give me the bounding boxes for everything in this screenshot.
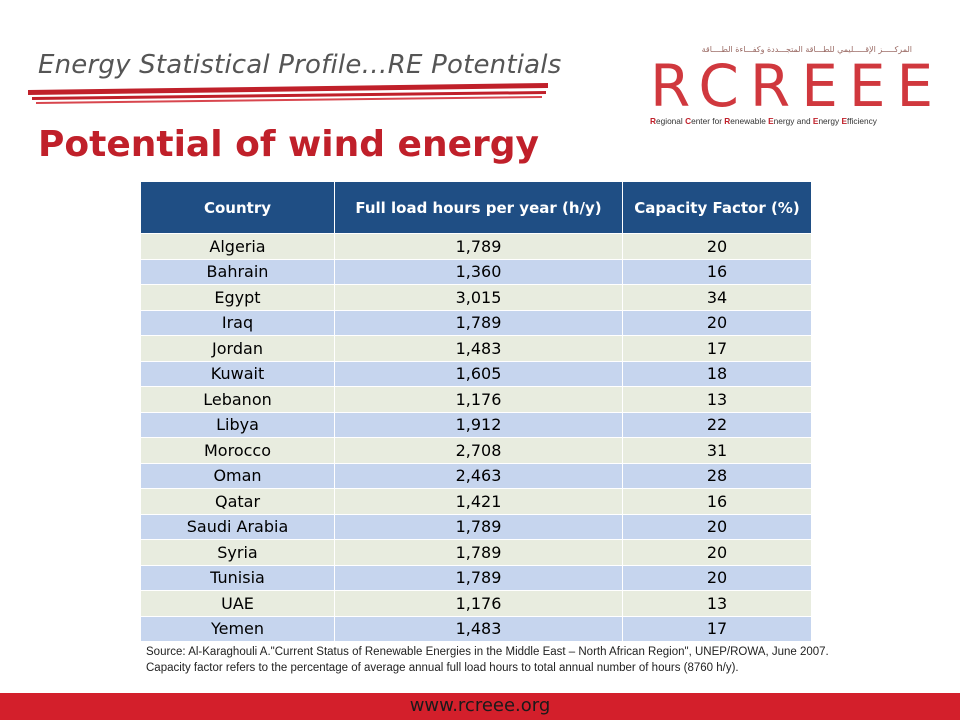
- table-row: Oman 2,463 28: [140, 462, 812, 489]
- cell-capacity-factor: 16: [622, 488, 812, 515]
- table-row: Syria 1,789 20: [140, 539, 812, 566]
- cell-full-load-hours: 1,789: [334, 513, 623, 540]
- cell-full-load-hours: 1,789: [334, 309, 623, 336]
- cell-full-load-hours: 1,360: [334, 258, 623, 285]
- cell-full-load-hours: 1,176: [334, 590, 623, 617]
- table-row: Qatar 1,421 16: [140, 488, 812, 515]
- cell-capacity-factor: 20: [622, 564, 812, 591]
- wind-potential-table: Country Full load hours per year (h/y) C…: [140, 181, 812, 642]
- cell-country: Jordan: [140, 335, 335, 362]
- table-row: Bahrain 1,360 16: [140, 258, 812, 285]
- table-row: Yemen 1,483 17: [140, 615, 812, 642]
- cell-country: Qatar: [140, 488, 335, 515]
- column-header-country: Country: [140, 181, 335, 234]
- cell-full-load-hours: 1,421: [334, 488, 623, 515]
- table-row: Algeria 1,789 20: [140, 233, 812, 260]
- cell-country: Egypt: [140, 284, 335, 311]
- cell-country: Algeria: [140, 233, 335, 260]
- cell-full-load-hours: 1,605: [334, 360, 623, 387]
- cell-capacity-factor: 18: [622, 360, 812, 387]
- table-row: Iraq 1,789 20: [140, 309, 812, 336]
- cell-full-load-hours: 1,483: [334, 615, 623, 642]
- logo-tagline: Regional Center for Renewable Energy and…: [650, 116, 877, 126]
- cell-capacity-factor: 20: [622, 233, 812, 260]
- table-row: Kuwait 1,605 18: [140, 360, 812, 387]
- column-header-capacity-factor: Capacity Factor (%): [622, 181, 812, 234]
- cell-capacity-factor: 20: [622, 539, 812, 566]
- cell-capacity-factor: 34: [622, 284, 812, 311]
- cell-full-load-hours: 1,176: [334, 386, 623, 413]
- cell-country: Tunisia: [140, 564, 335, 591]
- cell-country: Oman: [140, 462, 335, 489]
- cell-capacity-factor: 13: [622, 590, 812, 617]
- cell-country: Lebanon: [140, 386, 335, 413]
- cell-country: Libya: [140, 411, 335, 438]
- cell-country: Bahrain: [140, 258, 335, 285]
- cell-country: Yemen: [140, 615, 335, 642]
- cell-full-load-hours: 2,708: [334, 437, 623, 464]
- cell-capacity-factor: 28: [622, 462, 812, 489]
- logo-wordmark: RCREEE: [650, 52, 945, 120]
- cell-country: Morocco: [140, 437, 335, 464]
- cell-full-load-hours: 1,483: [334, 335, 623, 362]
- cell-country: Kuwait: [140, 360, 335, 387]
- cell-country: Syria: [140, 539, 335, 566]
- table-row: Tunisia 1,789 20: [140, 564, 812, 591]
- logo-arabic-text: المركـــــز الإقـــــليمي للطـــاقة المت…: [701, 45, 912, 54]
- cell-full-load-hours: 1,789: [334, 539, 623, 566]
- cell-capacity-factor: 20: [622, 309, 812, 336]
- table-row: Morocco 2,708 31: [140, 437, 812, 464]
- cell-capacity-factor: 20: [622, 513, 812, 540]
- table-row: Libya 1,912 22: [140, 411, 812, 438]
- cell-full-load-hours: 1,789: [334, 233, 623, 260]
- section-title: Energy Statistical Profile…RE Potentials: [38, 50, 562, 80]
- source-note: Source: Al-Karaghouli A."Current Status …: [146, 646, 829, 674]
- table-row: UAE 1,176 13: [140, 590, 812, 617]
- column-header-full-load-hours: Full load hours per year (h/y): [334, 181, 623, 234]
- slide-title: Potential of wind energy: [38, 124, 539, 165]
- footer-url[interactable]: www.rcreee.org: [409, 695, 551, 716]
- cell-country: Saudi Arabia: [140, 513, 335, 540]
- table-row: Jordan 1,483 17: [140, 335, 812, 362]
- footer-bar: www.rcreee.org: [0, 693, 960, 720]
- cell-capacity-factor: 22: [622, 411, 812, 438]
- cell-capacity-factor: 31: [622, 437, 812, 464]
- cell-capacity-factor: 17: [622, 615, 812, 642]
- table-header-row: Country Full load hours per year (h/y) C…: [140, 181, 812, 234]
- cell-full-load-hours: 3,015: [334, 284, 623, 311]
- title-underline-swoosh: [28, 83, 548, 104]
- cell-full-load-hours: 1,789: [334, 564, 623, 591]
- cell-capacity-factor: 16: [622, 258, 812, 285]
- cell-capacity-factor: 17: [622, 335, 812, 362]
- rcreee-logo: المركـــــز الإقـــــليمي للطـــاقة المت…: [650, 44, 945, 126]
- table-row: Lebanon 1,176 13: [140, 386, 812, 413]
- table-row: Saudi Arabia 1,789 20: [140, 513, 812, 540]
- cell-capacity-factor: 13: [622, 386, 812, 413]
- cell-country: Iraq: [140, 309, 335, 336]
- cell-full-load-hours: 1,912: [334, 411, 623, 438]
- cell-country: UAE: [140, 590, 335, 617]
- table-row: Egypt 3,015 34: [140, 284, 812, 311]
- cell-full-load-hours: 2,463: [334, 462, 623, 489]
